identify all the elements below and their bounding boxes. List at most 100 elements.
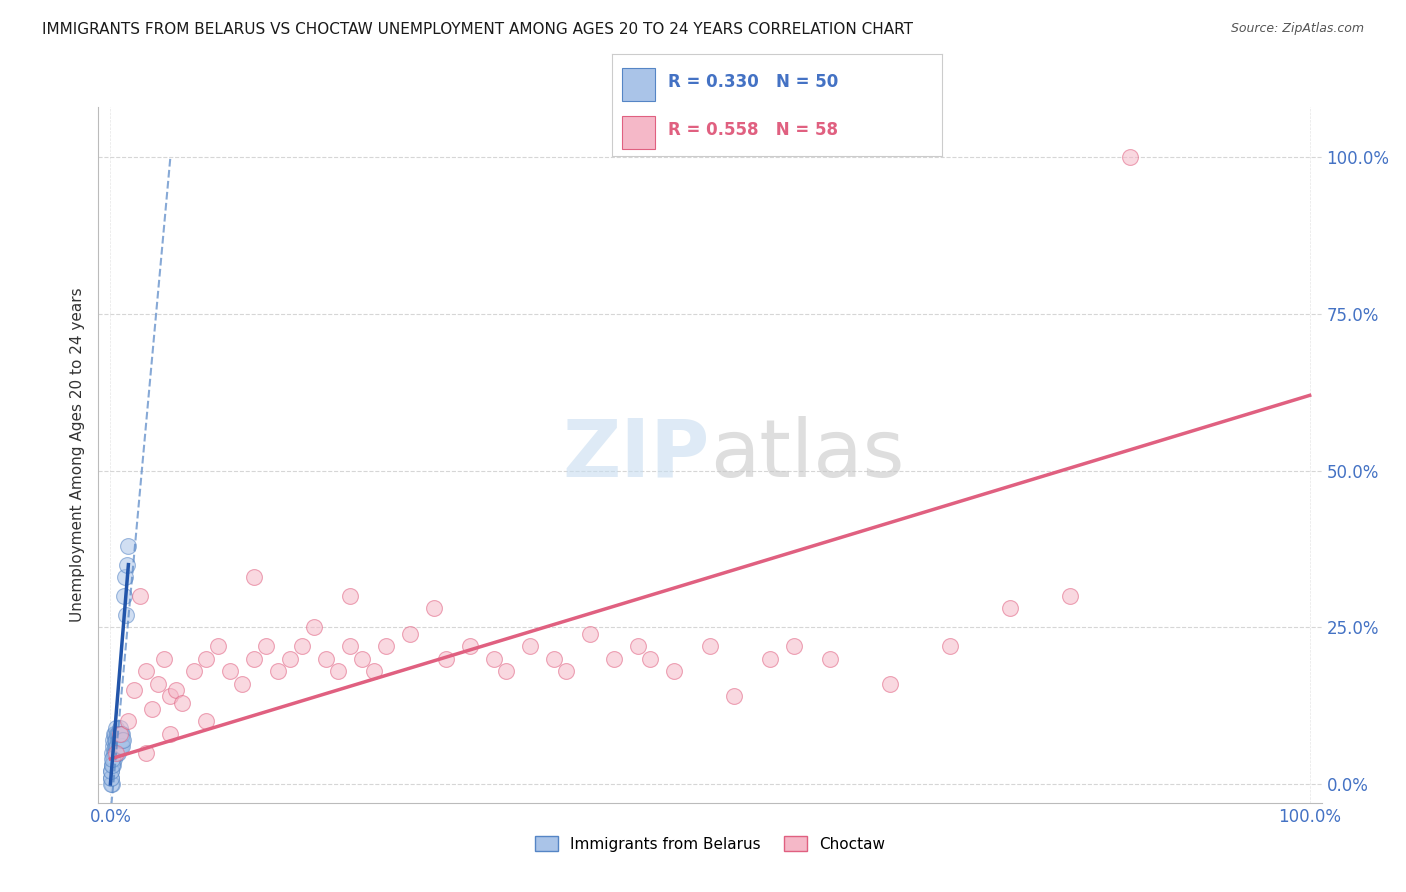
Point [110, 727, 132, 741]
Point [103, 733, 125, 747]
Point [495, 664, 517, 678]
Point [129, 589, 152, 603]
Point [482, 651, 505, 665]
Point [110, 739, 132, 754]
Point [105, 733, 128, 747]
Point [107, 727, 129, 741]
Point [107, 733, 129, 747]
Point [195, 714, 218, 729]
FancyBboxPatch shape [621, 68, 655, 101]
Point [101, 739, 124, 754]
Point [434, 651, 457, 665]
Point [219, 664, 242, 678]
Point [110, 733, 132, 747]
Point [207, 639, 229, 653]
Point [101, 758, 124, 772]
Point [108, 739, 131, 754]
Point [363, 664, 385, 678]
Point [339, 639, 361, 653]
Point [352, 651, 374, 665]
Point [100, 777, 122, 791]
Point [543, 651, 565, 665]
Point [115, 607, 138, 622]
Point [104, 733, 127, 747]
Point [117, 714, 139, 729]
Point [101, 758, 124, 772]
Point [519, 639, 541, 653]
Point [107, 746, 129, 760]
Point [555, 664, 578, 678]
Text: Source: ZipAtlas.com: Source: ZipAtlas.com [1230, 22, 1364, 36]
Point [110, 727, 132, 741]
Point [101, 752, 124, 766]
Point [291, 639, 314, 653]
Legend: Immigrants from Belarus, Choctaw: Immigrants from Belarus, Choctaw [529, 830, 891, 858]
Point [111, 739, 134, 754]
Point [159, 690, 181, 704]
Point [105, 721, 128, 735]
Point [399, 626, 422, 640]
Point [627, 639, 650, 653]
Text: atlas: atlas [710, 416, 904, 494]
Point [100, 777, 122, 791]
Point [105, 746, 128, 760]
Text: IMMIGRANTS FROM BELARUS VS CHOCTAW UNEMPLOYMENT AMONG AGES 20 TO 24 YEARS CORREL: IMMIGRANTS FROM BELARUS VS CHOCTAW UNEMP… [42, 22, 912, 37]
Point [783, 639, 806, 653]
Point [105, 739, 128, 754]
Point [723, 690, 745, 704]
Point [153, 651, 176, 665]
Point [339, 589, 361, 603]
Point [423, 601, 446, 615]
Point [304, 620, 326, 634]
Point [104, 739, 127, 754]
Point [107, 733, 129, 747]
Point [135, 664, 157, 678]
Point [103, 752, 125, 766]
Point [195, 651, 218, 665]
Point [315, 651, 337, 665]
Point [124, 683, 146, 698]
Point [112, 589, 135, 603]
Point [110, 733, 132, 747]
Point [104, 739, 127, 754]
Point [111, 733, 134, 747]
Point [879, 676, 901, 690]
Point [111, 727, 134, 741]
Point [165, 683, 187, 698]
Point [579, 626, 602, 640]
Point [278, 651, 301, 665]
Point [100, 758, 122, 772]
Point [818, 651, 841, 665]
Point [328, 664, 350, 678]
Point [759, 651, 782, 665]
Point [243, 570, 266, 584]
Point [117, 539, 139, 553]
Point [115, 558, 138, 572]
Point [172, 696, 194, 710]
Text: R = 0.330   N = 50: R = 0.330 N = 50 [668, 73, 838, 91]
Point [100, 764, 122, 779]
Point [101, 752, 124, 766]
Point [1059, 589, 1081, 603]
Point [104, 746, 127, 760]
Point [662, 664, 685, 678]
Point [939, 639, 962, 653]
Point [159, 727, 181, 741]
Point [458, 639, 481, 653]
FancyBboxPatch shape [621, 116, 655, 149]
Point [148, 676, 170, 690]
Point [105, 727, 128, 741]
Point [100, 771, 122, 785]
Point [141, 702, 163, 716]
Point [603, 651, 626, 665]
Point [231, 676, 253, 690]
Point [108, 733, 131, 747]
Point [375, 639, 398, 653]
Point [1119, 150, 1142, 164]
Point [243, 651, 266, 665]
Point [103, 727, 125, 741]
Point [135, 746, 157, 760]
Point [699, 639, 721, 653]
Point [638, 651, 661, 665]
Y-axis label: Unemployment Among Ages 20 to 24 years: Unemployment Among Ages 20 to 24 years [69, 287, 84, 623]
